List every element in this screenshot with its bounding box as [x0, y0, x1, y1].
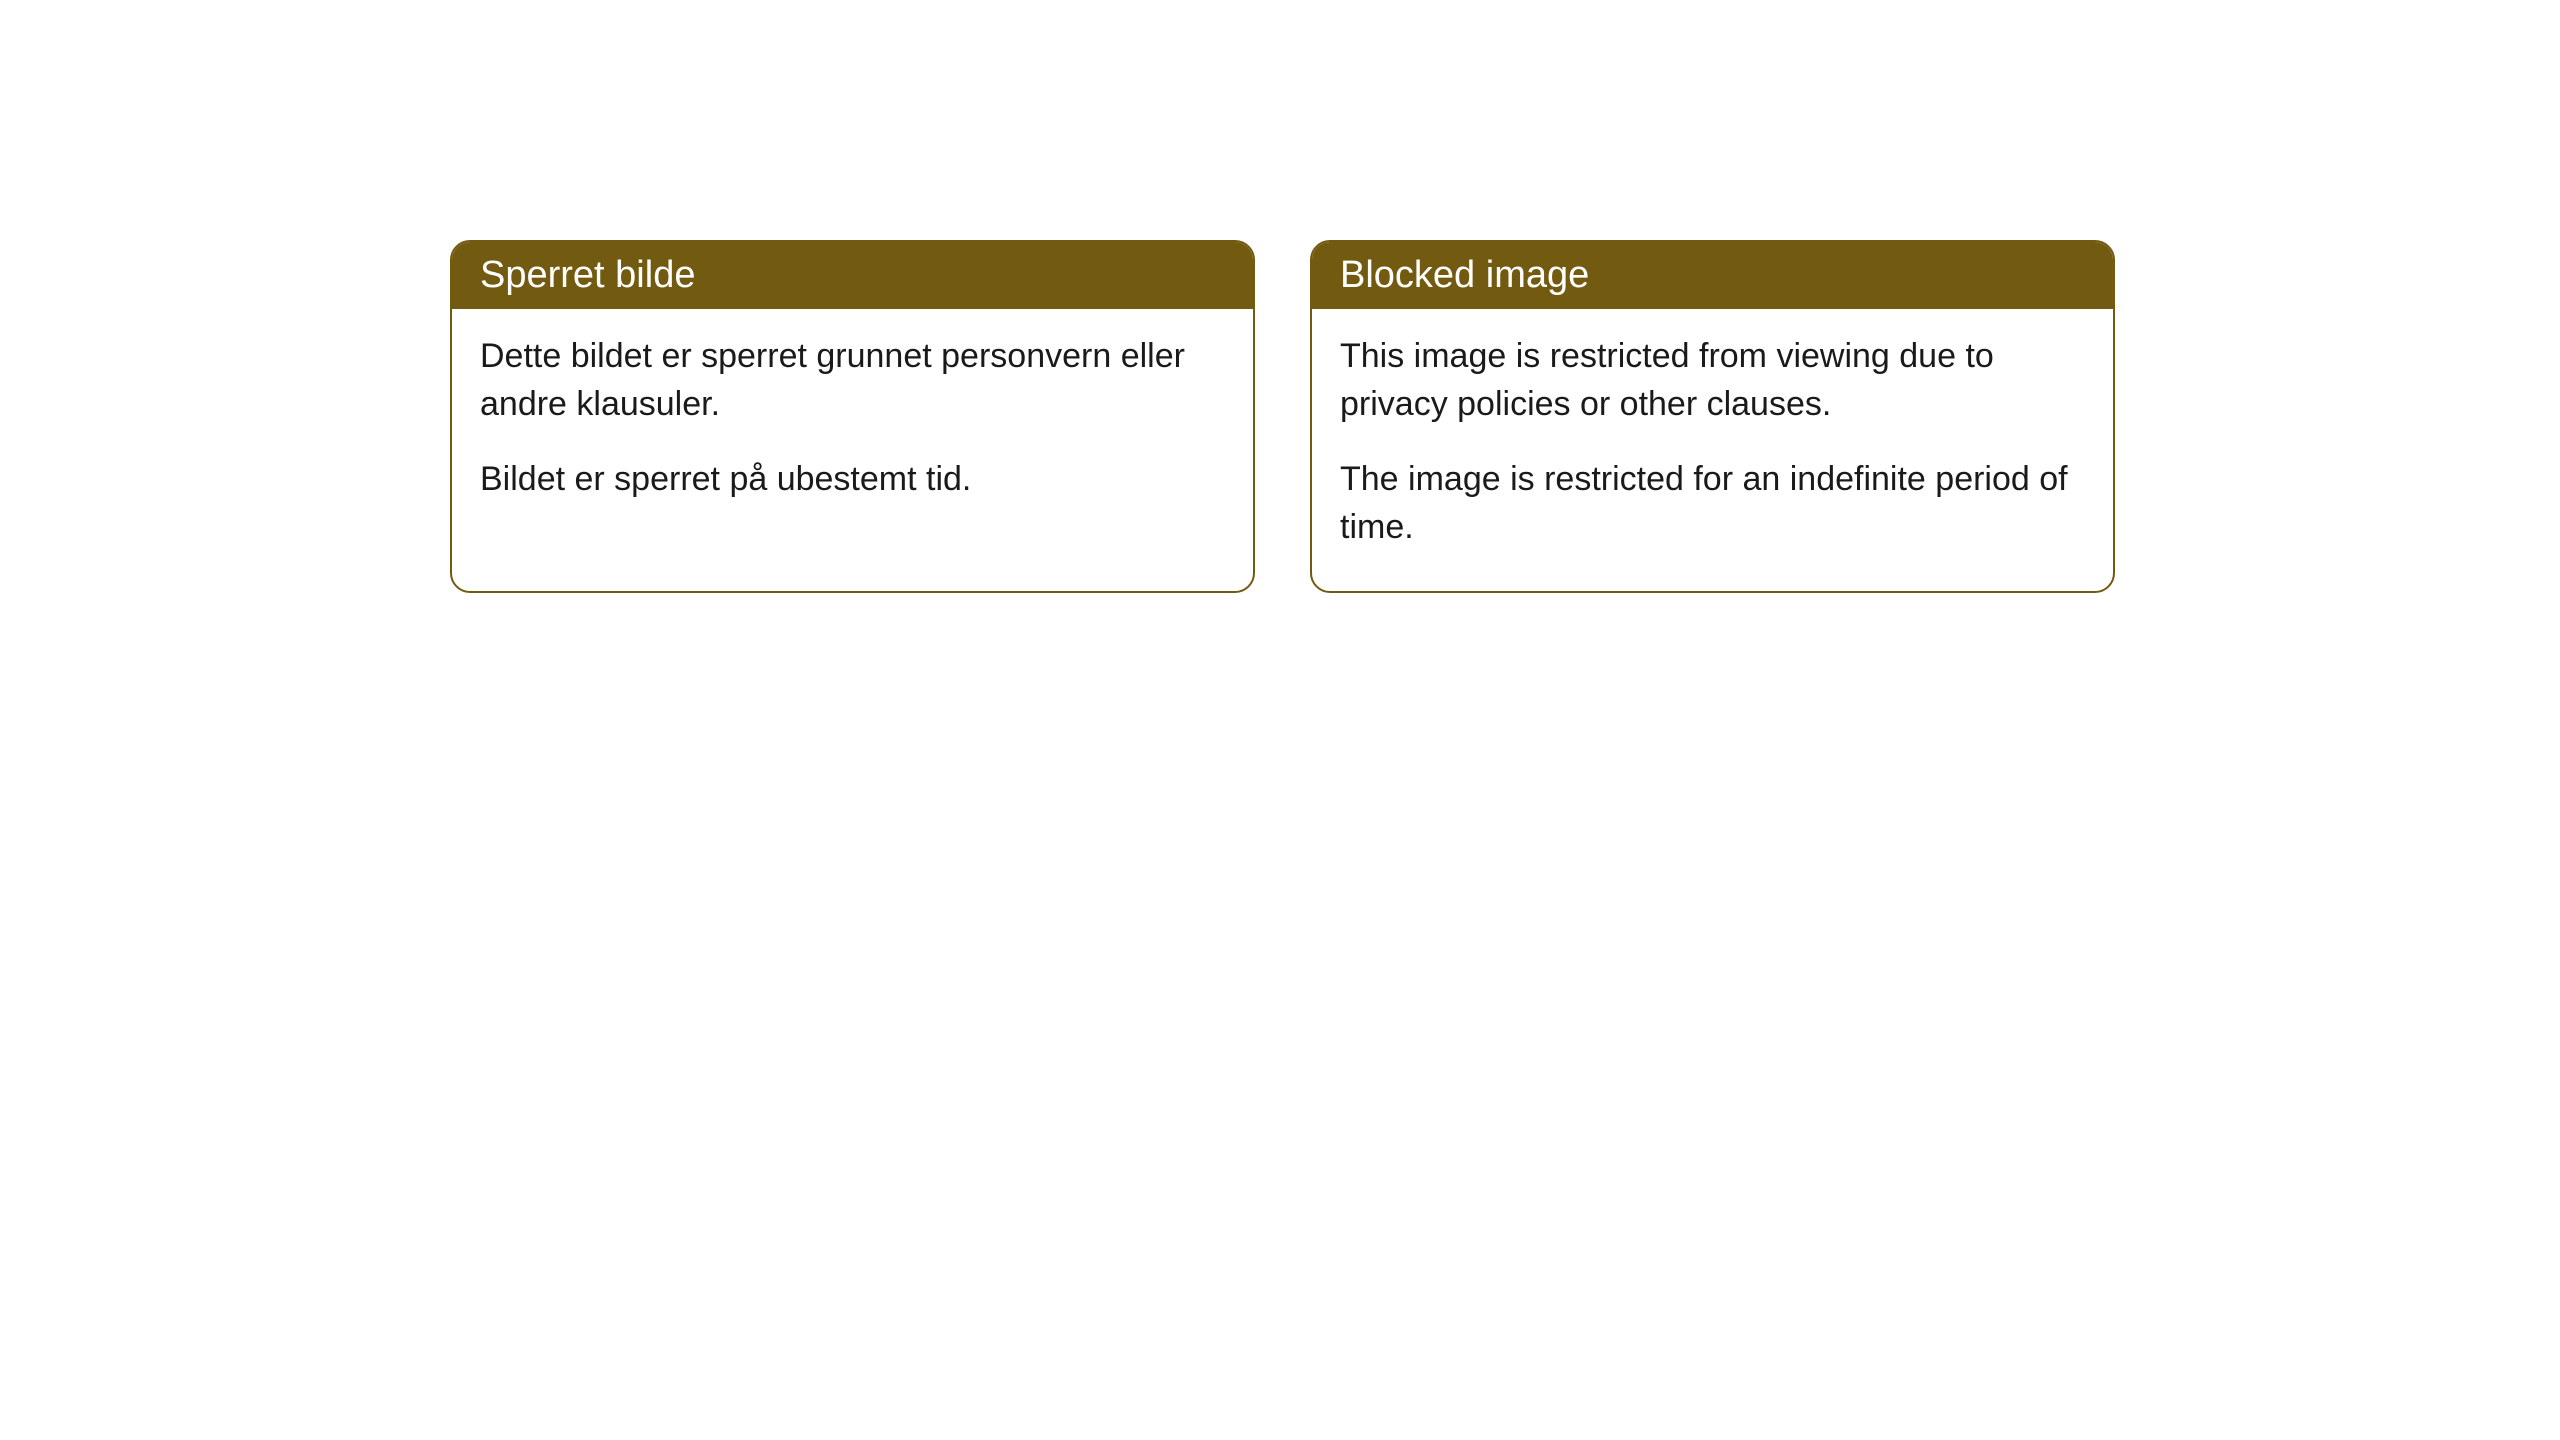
card-body-norwegian: Dette bildet er sperret grunnet personve… [452, 309, 1253, 544]
card-title-english: Blocked image [1340, 254, 1589, 296]
blocked-image-card-norwegian: Sperret bilde Dette bildet er sperret gr… [450, 240, 1255, 593]
card-title-norwegian: Sperret bilde [480, 254, 695, 296]
card-body-english: This image is restricted from viewing du… [1312, 309, 2113, 591]
card-header-norwegian: Sperret bilde [452, 242, 1253, 309]
notice-cards-container: Sperret bilde Dette bildet er sperret gr… [450, 240, 2560, 593]
blocked-image-card-english: Blocked image This image is restricted f… [1310, 240, 2115, 593]
card-paragraph-1-norwegian: Dette bildet er sperret grunnet personve… [480, 333, 1225, 428]
card-paragraph-2-norwegian: Bildet er sperret på ubestemt tid. [480, 456, 1225, 504]
card-paragraph-1-english: This image is restricted from viewing du… [1340, 333, 2085, 428]
card-header-english: Blocked image [1312, 242, 2113, 309]
card-paragraph-2-english: The image is restricted for an indefinit… [1340, 456, 2085, 551]
